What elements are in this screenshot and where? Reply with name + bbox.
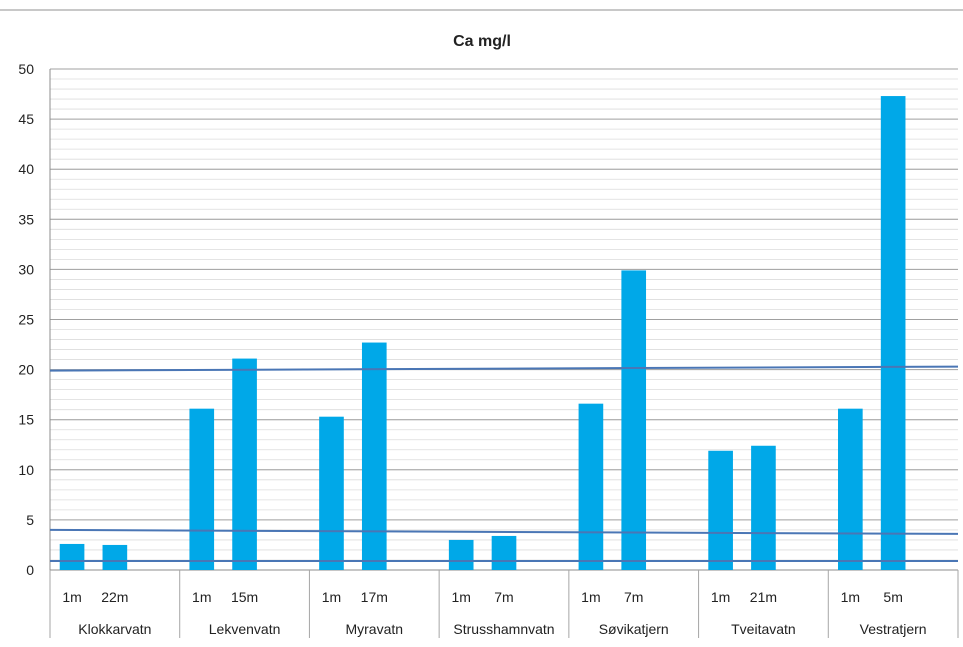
reference-line: [49, 528, 959, 535]
data-bar: [578, 403, 604, 570]
x-sub-label: 21m: [750, 589, 777, 605]
x-group-label: Klokkarvatn: [78, 621, 151, 637]
data-bar: [232, 358, 257, 570]
x-sub-label: 1m: [322, 589, 341, 605]
x-sub-label: 7m: [494, 589, 513, 605]
data-bar: [319, 416, 344, 570]
y-tick-label: 15: [18, 412, 34, 428]
reference-line-layer: [49, 365, 959, 562]
grid-layer: [50, 68, 958, 571]
x-group-label: Tveitavatn: [731, 621, 796, 637]
data-bar: [491, 535, 517, 570]
x-sub-label: 17m: [361, 589, 388, 605]
x-group-label: Søvikatjern: [599, 621, 669, 637]
data-bar: [189, 408, 215, 570]
x-sub-label: 1m: [581, 589, 600, 605]
data-bar: [838, 408, 863, 570]
x-sub-label: 1m: [192, 589, 211, 605]
x-label-layer: 1m 22m Klokkarvatn 1m 15m Lekvenvatn 1m 17m Myra…: [62, 589, 926, 637]
data-bar: [621, 270, 647, 570]
x-sub-label: 1m: [62, 589, 81, 605]
data-bar: [361, 342, 387, 570]
x-sub-label: 1m: [841, 589, 860, 605]
x-group-label: Myravatn: [345, 621, 403, 637]
x-group-label: Lekvenvatn: [209, 621, 281, 637]
x-sub-label: 5m: [883, 589, 902, 605]
x-sub-label: 7m: [624, 589, 643, 605]
x-sub-label: 15m: [231, 589, 258, 605]
y-tick-label: 10: [18, 462, 34, 478]
y-tick-label: 30: [18, 261, 34, 277]
reference-line: [49, 365, 959, 372]
x-sub-label: 1m: [451, 589, 470, 605]
y-tick-label: 45: [18, 111, 34, 127]
x-sub-label: 1m: [711, 589, 730, 605]
x-group-label: Vestratjern: [860, 621, 927, 637]
data-bar: [448, 539, 474, 570]
data-bar: [751, 445, 776, 570]
data-bar: [102, 544, 128, 570]
y-tick-label: 40: [18, 161, 34, 177]
y-tick-label: 35: [18, 211, 34, 227]
y-tick-label: 25: [18, 312, 34, 328]
y-tick-label: 5: [26, 512, 34, 528]
y-tick-label: 50: [18, 61, 34, 77]
x-sub-label: 22m: [101, 589, 128, 605]
data-bar: [880, 96, 906, 570]
data-bar: [708, 450, 733, 570]
y-tick-label: 0: [26, 562, 34, 578]
data-bar: [59, 543, 85, 570]
x-group-label: Strusshamnvatn: [453, 621, 554, 637]
y-tick-label: 20: [18, 362, 34, 378]
chart-title: Ca mg/l: [453, 33, 511, 50]
bar-layer: [59, 96, 906, 570]
